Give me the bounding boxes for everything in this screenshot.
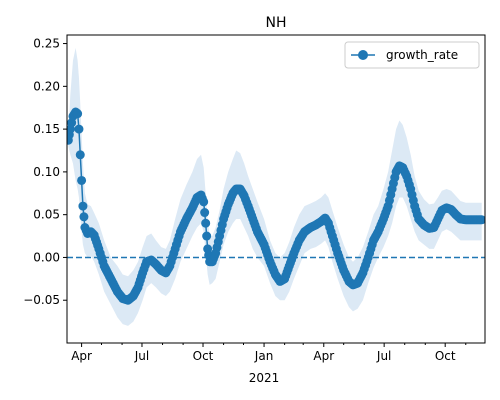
x-tick-label: Oct: [193, 349, 214, 363]
growth-rate-point: [201, 218, 211, 228]
x-tick-label: Apr: [313, 349, 334, 363]
x-tick-label: Jul: [134, 349, 149, 363]
growth-rate-point: [73, 109, 83, 119]
y-tick-label: 0.20: [33, 79, 60, 93]
chart-title: NH: [266, 15, 287, 31]
growth-rate-point: [77, 175, 87, 185]
growth-rate-point: [202, 231, 212, 241]
y-tick-label: 0.00: [33, 250, 60, 264]
y-tick-label: 0.10: [33, 165, 60, 179]
growth-rate-point: [79, 212, 89, 222]
legend-label: growth_rate: [386, 48, 458, 62]
growth-rate-point: [200, 208, 210, 218]
y-tick-label: 0.15: [33, 122, 60, 136]
y-axis: −0.05 0.00 0.05 0.10 0.15 0.20 0.25: [23, 37, 67, 307]
y-tick-label: 0.25: [33, 37, 60, 51]
legend-marker-swatch: [358, 50, 368, 60]
plot-area-frame: [66, 34, 486, 344]
legend: growth_rate: [344, 41, 480, 69]
legend-box: [344, 41, 480, 69]
x-axis: Apr Jul Oct Jan Apr Jul Oct 2021: [71, 343, 467, 385]
growth-rate-point: [477, 215, 485, 225]
growth-rate-point: [75, 150, 85, 160]
growth-rate-point: [78, 201, 88, 211]
growth-rate-point: [199, 197, 209, 207]
x-year-label: 2021: [249, 371, 280, 385]
x-tick-label: Jan: [254, 349, 274, 363]
y-tick-label: 0.05: [33, 208, 60, 222]
x-tick-label: Oct: [435, 349, 456, 363]
x-tick-label: Jul: [376, 349, 391, 363]
x-tick-label: Apr: [71, 349, 92, 363]
growth-rate-point: [74, 124, 84, 134]
y-tick-label: −0.05: [23, 293, 60, 307]
